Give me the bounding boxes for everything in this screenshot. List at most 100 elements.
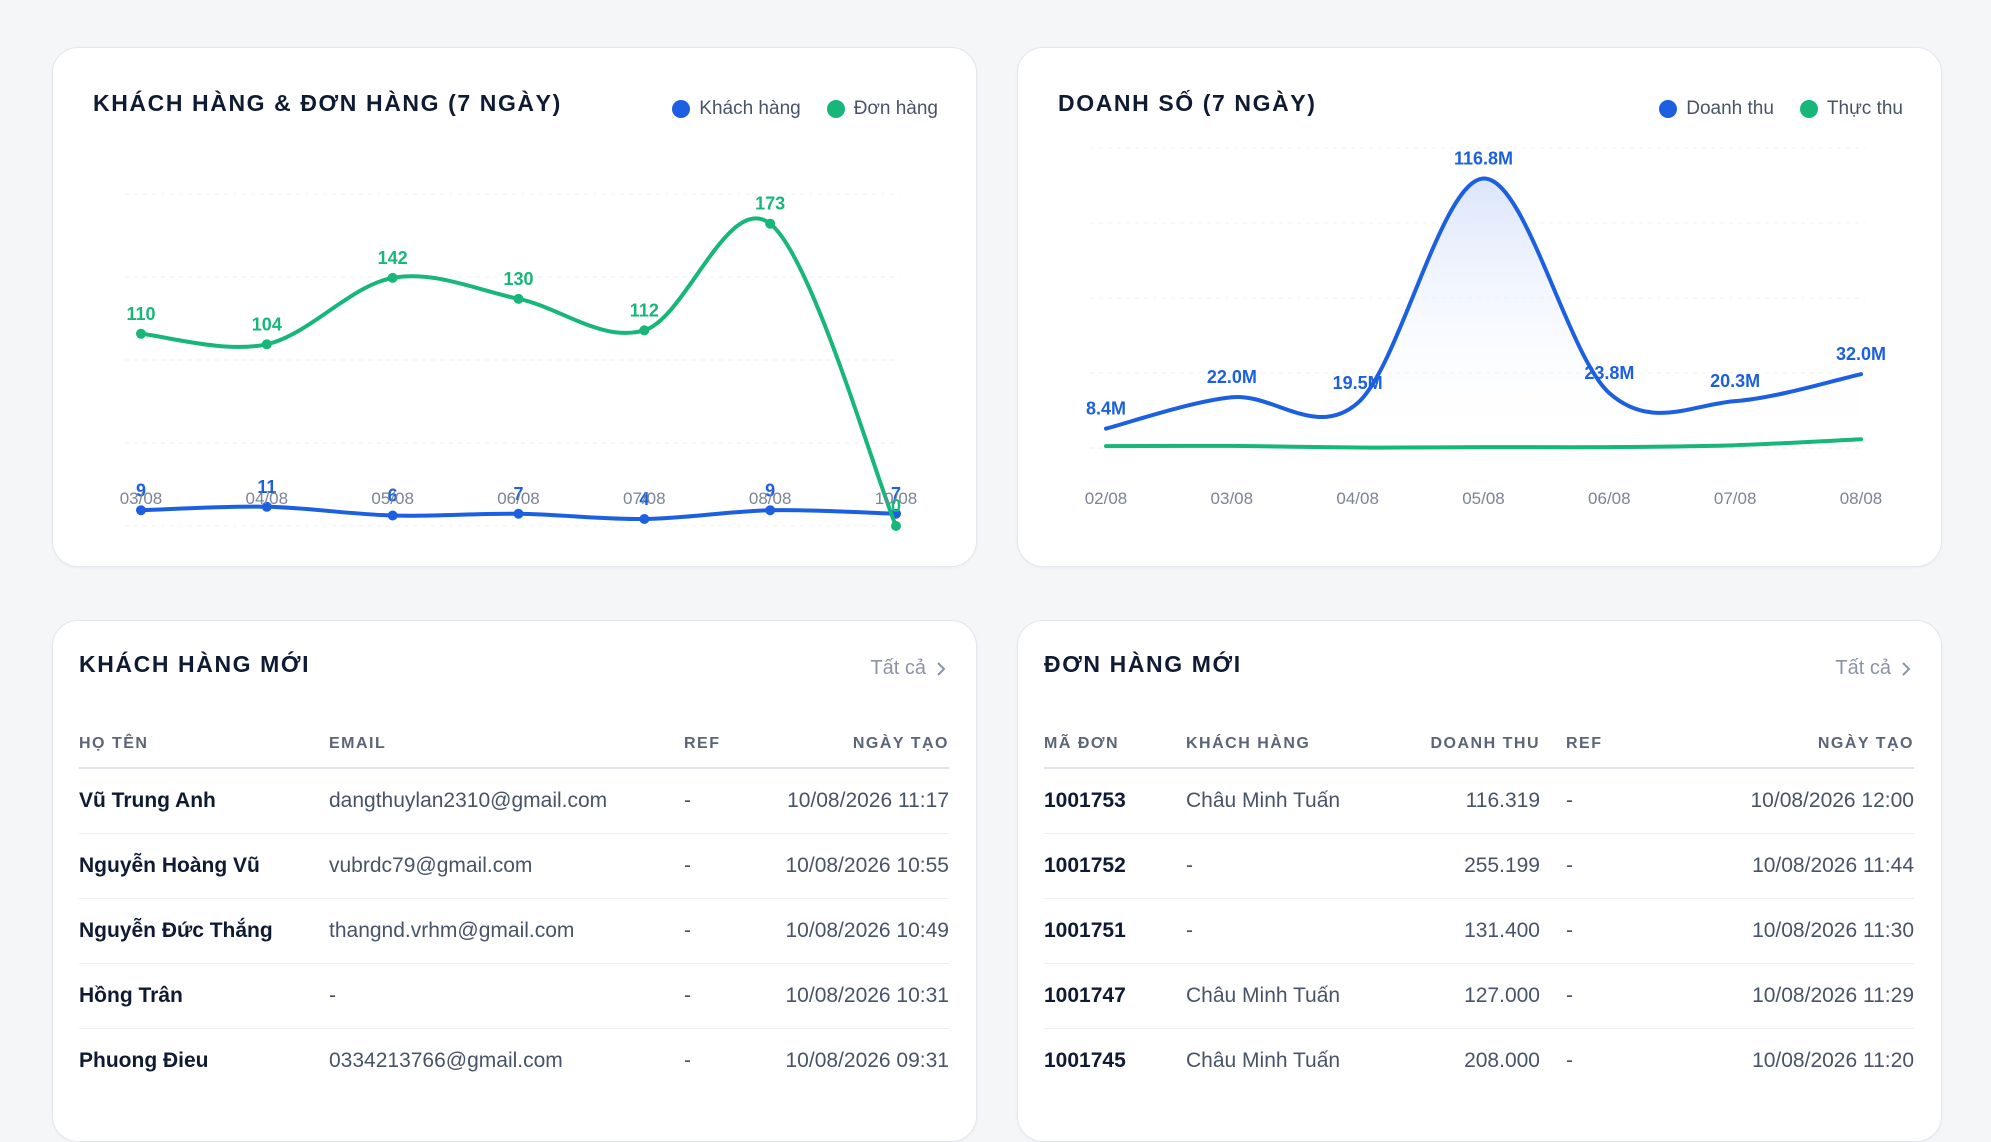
order-customer: Châu Minh Tuấn (1186, 963, 1386, 1029)
legend-label-customers: Khách hàng (699, 98, 801, 119)
table-row[interactable]: Nguyễn Hoàng Vũ vubrdc79@gmail.com - 10/… (79, 833, 949, 899)
table-row[interactable]: Nguyễn Đức Thắng thangnd.vrhm@gmail.com … (79, 898, 949, 964)
order-created: 10/08/2026 11:44 (1616, 833, 1914, 899)
chevron-right-icon (937, 661, 946, 676)
see-all-orders-link[interactable]: Tất cả (1835, 657, 1911, 680)
table-row[interactable]: Vũ Trung Anh dangthuylan2310@gmail.com -… (79, 768, 949, 834)
data-point (136, 328, 146, 339)
column-header-email[interactable]: EMAIL (329, 721, 684, 769)
table-row[interactable]: 1001751 - 131.400 - 10/08/2026 11:30 (1044, 898, 1914, 964)
sales-chart-card: DOANH SỐ (7 NGÀY) Doanh thu Thực thu 8.4… (1017, 47, 1942, 567)
x-tick-label: 04/08 (246, 489, 289, 508)
data-label: 173 (755, 194, 785, 214)
column-header-created[interactable]: NGÀY TẠO (1616, 721, 1914, 769)
order-id: 1001745 (1044, 1049, 1126, 1072)
new-customers-card: KHÁCH HÀNG MỚI Tất cả HỌ TÊN EMAIL REF N… (52, 620, 977, 1142)
legend-item-revenue[interactable]: Doanh thu (1659, 98, 1774, 120)
order-customer: - (1186, 898, 1386, 964)
customer-name: Nguyễn Đức Thắng (79, 898, 329, 964)
column-header-ref[interactable]: REF (684, 721, 779, 769)
order-created: 10/08/2026 11:30 (1616, 898, 1914, 964)
data-label: 104 (252, 314, 282, 334)
column-header-revenue[interactable]: DOANH THU (1386, 721, 1566, 769)
order-ref: - (1566, 898, 1616, 964)
legend-item-customers[interactable]: Khách hàng (672, 98, 801, 120)
data-label: 110 (126, 304, 155, 324)
table-row[interactable]: 1001747 Châu Minh Tuấn 127.000 - 10/08/2… (1044, 963, 1914, 1029)
table-row[interactable]: Phuong Đieu 0334213766@gmail.com - 10/08… (79, 1029, 949, 1094)
see-all-customers-link[interactable]: Tất cả (870, 657, 946, 680)
customer-created: 10/08/2026 10:55 (779, 833, 949, 899)
new-customers-title: KHÁCH HÀNG MỚI (79, 651, 311, 677)
customers-orders-line-chart: 9 11 6 7 4 9 7 110 104 142 130 112 173 0 03/08 04/08 05/… (120, 193, 917, 531)
column-header-order-id[interactable]: MÃ ĐƠN (1044, 721, 1186, 769)
customer-ref: - (684, 1049, 691, 1072)
x-tick-label: 08/08 (749, 489, 792, 508)
x-tick-label: 08/08 (1840, 489, 1883, 508)
legend-dot-orders (826, 100, 845, 118)
table-header-row: MÃ ĐƠN KHÁCH HÀNG DOANH THU REF NGÀY TẠO (1044, 721, 1914, 769)
data-point (891, 521, 901, 531)
new-customers-table: HỌ TÊN EMAIL REF NGÀY TẠO Vũ Trung Anh d… (79, 721, 949, 1093)
table-row[interactable]: 1001752 - 255.199 - 10/08/2026 11:44 (1044, 833, 1914, 899)
customer-email: vubrdc79@gmail.com (329, 833, 684, 899)
data-label: 11 (257, 477, 276, 497)
see-all-label: Tất cả (870, 657, 926, 679)
x-tick-label: 06/08 (1588, 489, 1631, 508)
data-point (261, 339, 272, 350)
customer-name: Hồng Trân (79, 963, 329, 1029)
order-revenue: 208.000 (1464, 1049, 1540, 1072)
data-label: 20.3M (1710, 371, 1760, 391)
data-label: 19.5M (1333, 373, 1383, 393)
order-customer: Châu Minh Tuấn (1186, 768, 1386, 834)
customer-created: 10/08/2026 11:17 (779, 768, 949, 834)
customer-ref: - (684, 963, 779, 1029)
new-orders-card: ĐƠN HÀNG MỚI Tất cả MÃ ĐƠN KHÁCH HÀNG DO… (1017, 620, 1942, 1142)
x-tick-label: 04/08 (1336, 489, 1379, 508)
column-header-ref[interactable]: REF (1566, 721, 1616, 769)
table-row[interactable]: 1001753 Châu Minh Tuấn 116.319 - 10/08/2… (1044, 768, 1914, 834)
x-tick-label: 05/08 (1462, 489, 1505, 508)
legend-item-orders[interactable]: Đơn hàng (826, 98, 938, 120)
data-label: 7 (891, 484, 901, 504)
order-created: 10/08/2026 11:20 (1752, 1049, 1914, 1072)
legend-item-collected[interactable]: Thực thu (1799, 98, 1903, 120)
data-label: 7 (513, 484, 523, 504)
legend-label-collected: Thực thu (1826, 98, 1903, 119)
customer-created: 10/08/2026 10:31 (779, 963, 949, 1029)
data-label: 0 (891, 496, 901, 516)
data-label: 4 (639, 489, 649, 509)
order-customer: Châu Minh Tuấn (1186, 1049, 1341, 1072)
column-header-name[interactable]: HỌ TÊN (79, 721, 329, 769)
x-tick-label: 03/08 (120, 489, 163, 508)
legend-label-orders: Đơn hàng (853, 98, 938, 119)
table-row[interactable]: 1001745 Châu Minh Tuấn 208.000 - 10/08/2… (1044, 1029, 1914, 1094)
chevron-right-icon (1902, 661, 1911, 676)
customer-name: Nguyễn Hoàng Vũ (79, 833, 329, 899)
data-label: 8.4M (1086, 399, 1126, 419)
column-header-created[interactable]: NGÀY TẠO (779, 721, 949, 769)
series-line-1 (139, 216, 898, 528)
chart-title: KHÁCH HÀNG & ĐƠN HÀNG (7 NGÀY) (93, 90, 562, 116)
order-revenue: 255.199 (1386, 833, 1566, 899)
legend-label-revenue: Doanh thu (1686, 98, 1774, 119)
data-label: 142 (378, 248, 408, 268)
x-tick-label: 07/08 (1714, 489, 1757, 508)
table-row[interactable]: Hồng Trân - - 10/08/2026 10:31 (79, 963, 949, 1029)
customer-email: 0334213766@gmail.com (329, 1049, 563, 1072)
x-tick-label: 07/08 (623, 489, 666, 508)
order-id: 1001751 (1044, 898, 1186, 964)
customer-ref: - (684, 833, 779, 899)
customer-email: dangthuylan2310@gmail.com (329, 768, 684, 834)
data-label: 130 (503, 269, 533, 289)
customer-ref: - (684, 898, 779, 964)
series-line-1 (1104, 437, 1863, 450)
data-point (387, 510, 398, 521)
order-revenue: 116.319 (1386, 768, 1566, 834)
customer-email: - (329, 963, 684, 1029)
column-header-customer[interactable]: KHÁCH HÀNG (1186, 721, 1386, 769)
order-ref: - (1566, 833, 1616, 899)
data-point (261, 501, 272, 512)
data-point (639, 514, 650, 525)
customer-name: Phuong Đieu (79, 1049, 209, 1072)
